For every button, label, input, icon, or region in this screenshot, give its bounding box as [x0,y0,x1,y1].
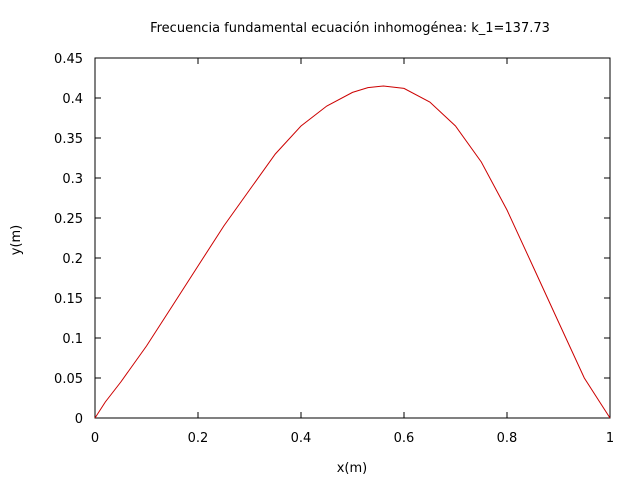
chart-title: Frecuencia fundamental ecuación inhomogé… [150,21,550,36]
x-tick-label: 1 [606,431,614,446]
x-tick-label: 0.2 [188,431,209,446]
y-tick-label: 0.45 [54,52,83,67]
series-layer [94,85,611,419]
x-axis-label: x(m) [337,461,368,476]
y-tick-label: 0.05 [54,372,83,387]
y-tick-label: 0.35 [54,132,83,147]
series-line [94,85,611,419]
x-tick-label: 0.4 [291,431,312,446]
plot-area [94,57,611,419]
y-tick-label: 0 [75,412,83,427]
y-tick-label: 0.25 [54,212,83,227]
y-tick-label: 0.2 [62,252,83,267]
x-tick-label: 0.8 [497,431,518,446]
plot-frame [94,57,611,419]
y-tick-label: 0.15 [54,292,83,307]
y-axis-label: y(m) [9,225,24,256]
y-tick-label: 0.3 [62,172,83,187]
x-axis: 0 0.2 0.4 0.6 0.8 1 [91,58,614,446]
x-tick-label: 0.6 [394,431,415,446]
y-tick-label: 0.1 [62,332,83,347]
x-tick-label: 0 [91,431,99,446]
y-axis: 0 0.05 0.1 0.15 0.2 0.25 0.3 0.35 0.4 0.45 [54,52,610,427]
y-tick-label: 0.4 [62,92,83,107]
